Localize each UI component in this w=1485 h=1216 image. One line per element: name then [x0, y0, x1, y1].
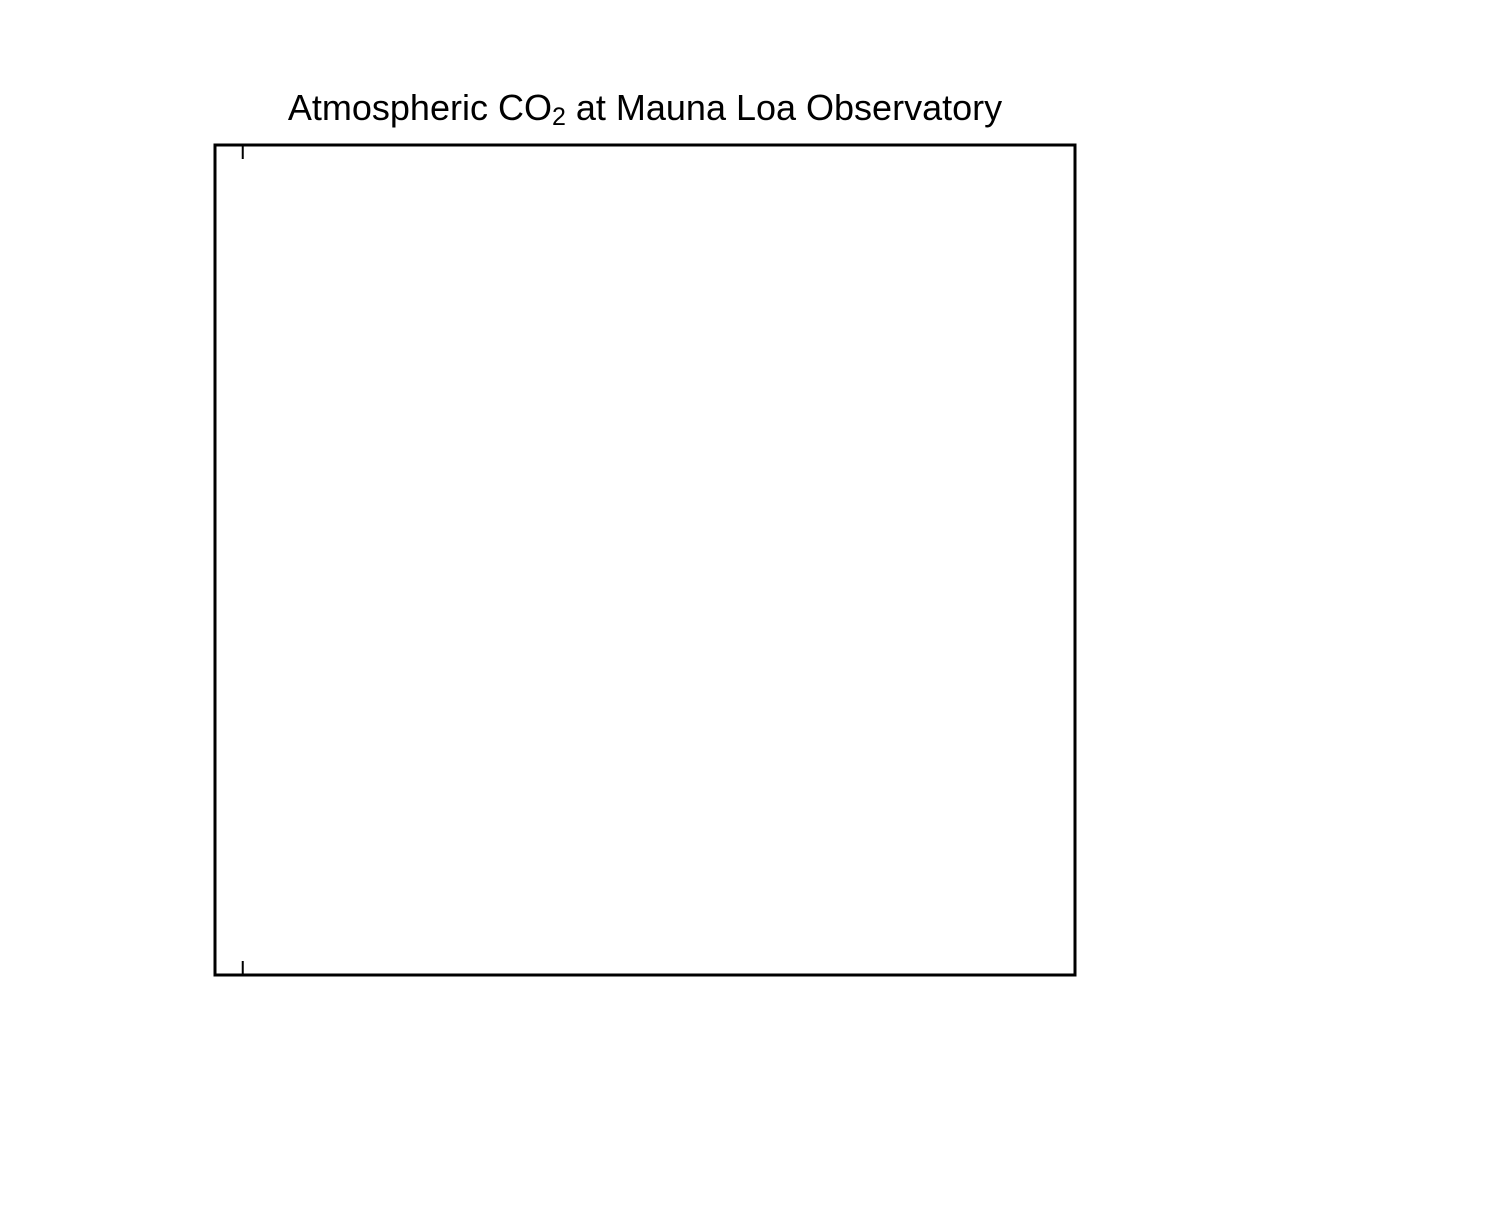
chart-title: Atmospheric CO2 at Mauna Loa Observatory	[288, 87, 1002, 131]
co2-chart: Atmospheric CO2 at Mauna Loa Observatory	[0, 0, 1485, 1216]
